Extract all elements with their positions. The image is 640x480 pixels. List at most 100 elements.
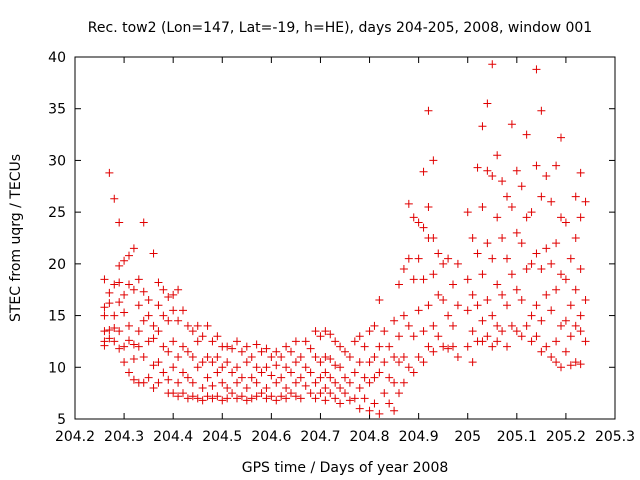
plot-frame xyxy=(74,56,616,420)
data-point xyxy=(188,352,197,361)
data-point xyxy=(370,352,379,361)
data-point xyxy=(311,378,320,387)
data-point xyxy=(537,192,546,201)
data-point xyxy=(503,301,511,310)
data-point xyxy=(375,368,384,377)
data-point xyxy=(576,168,585,177)
data-point xyxy=(507,270,516,279)
data-point xyxy=(174,352,183,361)
data-point xyxy=(571,358,580,367)
data-point xyxy=(149,334,158,343)
data-point xyxy=(532,161,541,170)
data-point xyxy=(321,352,330,361)
y-tick-label: 25 xyxy=(48,205,66,221)
data-point xyxy=(228,368,237,377)
data-point xyxy=(449,280,457,289)
data-point xyxy=(522,213,531,222)
data-point xyxy=(561,347,570,356)
data-point xyxy=(125,336,133,345)
data-point xyxy=(115,278,124,287)
data-point xyxy=(429,270,438,279)
data-point xyxy=(100,311,109,320)
x-tick-label: 204.5 xyxy=(202,429,242,445)
data-point xyxy=(179,306,187,315)
data-point xyxy=(557,321,565,330)
data-point xyxy=(532,332,541,341)
data-point xyxy=(183,394,192,403)
data-point xyxy=(100,275,109,284)
data-point xyxy=(193,321,202,330)
data-point xyxy=(125,280,133,289)
x-axis-label: GPS time / Days of year 2008 xyxy=(242,460,449,476)
data-point xyxy=(311,327,320,336)
x-tick-label: 205.2 xyxy=(546,429,586,445)
data-point xyxy=(100,303,109,312)
data-point xyxy=(233,363,241,372)
y-tick-label: 30 xyxy=(48,153,66,169)
data-point xyxy=(174,378,183,387)
data-point xyxy=(203,392,212,401)
data-point xyxy=(193,394,202,403)
data-point xyxy=(336,363,345,372)
data-point xyxy=(375,342,384,351)
data-point xyxy=(144,373,153,382)
data-point xyxy=(311,394,320,403)
data-point xyxy=(291,392,300,401)
data-point xyxy=(557,133,565,142)
data-point xyxy=(296,373,305,382)
data-point xyxy=(169,290,178,299)
data-point xyxy=(566,361,575,370)
data-point xyxy=(169,337,178,346)
data-point xyxy=(331,394,340,403)
data-point xyxy=(105,326,114,335)
data-point xyxy=(237,392,246,401)
data-point xyxy=(345,378,354,387)
data-point xyxy=(272,347,281,356)
data-point xyxy=(429,234,438,242)
y-tick-label: 35 xyxy=(48,102,66,118)
data-point xyxy=(503,254,511,263)
data-point xyxy=(169,389,178,398)
data-point xyxy=(129,285,138,294)
data-point xyxy=(557,213,565,222)
data-point xyxy=(208,394,217,403)
data-point xyxy=(326,355,335,364)
data-point xyxy=(547,352,556,361)
data-point xyxy=(527,259,536,268)
data-point xyxy=(507,202,516,211)
data-point xyxy=(498,177,507,186)
data-point xyxy=(267,392,276,401)
data-point xyxy=(282,383,291,392)
data-point xyxy=(571,321,580,330)
data-point xyxy=(473,249,482,258)
data-point xyxy=(463,342,472,351)
data-point xyxy=(542,171,551,180)
data-point xyxy=(365,358,374,367)
data-point xyxy=(434,332,443,341)
data-point xyxy=(149,249,158,258)
data-point xyxy=(218,396,227,405)
data-point xyxy=(174,285,183,294)
data-point xyxy=(424,106,433,115)
data-point xyxy=(296,352,305,361)
data-point xyxy=(120,290,129,299)
data-point xyxy=(576,213,585,222)
data-point xyxy=(576,311,585,320)
data-point xyxy=(444,311,453,320)
data-point xyxy=(360,342,369,351)
data-point xyxy=(409,332,418,341)
data-point xyxy=(370,373,379,382)
data-point xyxy=(291,358,300,367)
data-point xyxy=(355,358,364,367)
data-point xyxy=(557,363,565,372)
data-point xyxy=(100,341,109,350)
data-point xyxy=(287,389,295,398)
data-point xyxy=(301,363,310,372)
data-point xyxy=(154,327,163,336)
data-point xyxy=(159,285,168,294)
data-point xyxy=(164,316,173,325)
data-point xyxy=(552,161,561,170)
data-point xyxy=(404,363,413,372)
data-point xyxy=(154,301,163,310)
data-point xyxy=(336,342,345,351)
